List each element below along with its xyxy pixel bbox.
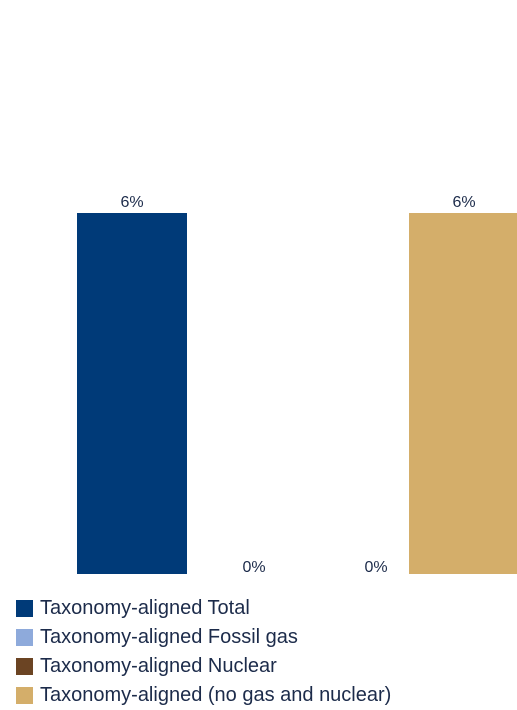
bar-1 bbox=[77, 213, 187, 574]
legend-swatch-2 bbox=[16, 629, 33, 646]
legend-item-2: Taxonomy-aligned Fossil gas bbox=[16, 623, 391, 652]
data-label-3: 0% bbox=[364, 559, 387, 576]
legend-label-4: Taxonomy-aligned (no gas and nuclear) bbox=[40, 684, 392, 706]
data-labels-group: 6% 0% 0% 6% bbox=[120, 194, 475, 576]
legend-item-1: Taxonomy-aligned Total bbox=[16, 594, 391, 623]
legend-label-1: Taxonomy-aligned Total bbox=[40, 597, 250, 619]
legend-swatch-3 bbox=[16, 658, 33, 675]
data-label-2: 0% bbox=[242, 559, 265, 576]
chart-legend: Taxonomy-aligned Total Taxonomy-aligned F… bbox=[16, 594, 391, 710]
legend-label-3: Taxonomy-aligned Nuclear bbox=[40, 655, 277, 677]
legend-label-2: Taxonomy-aligned Fossil gas bbox=[40, 626, 298, 648]
bar-4 bbox=[409, 213, 517, 574]
data-label-4: 6% bbox=[452, 194, 475, 211]
legend-item-4: Taxonomy-aligned (no gas and nuclear) bbox=[16, 681, 391, 710]
legend-swatch-4 bbox=[16, 687, 33, 704]
bar-chart: 6% 0% 0% 6% bbox=[77, 194, 517, 576]
bars-group bbox=[77, 213, 517, 574]
data-label-1: 6% bbox=[120, 194, 143, 211]
legend-swatch-1 bbox=[16, 600, 33, 617]
legend-item-3: Taxonomy-aligned Nuclear bbox=[16, 652, 391, 681]
